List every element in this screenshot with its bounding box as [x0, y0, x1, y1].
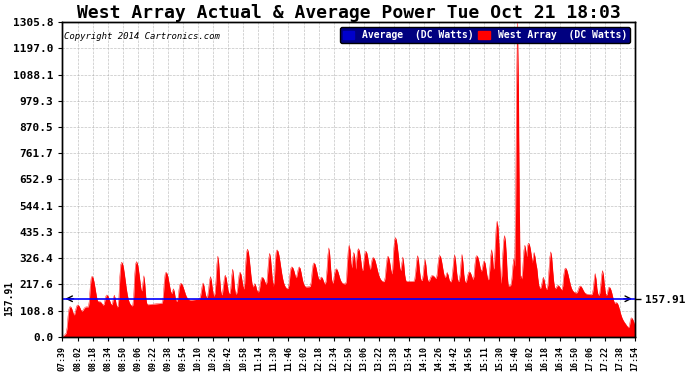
Legend: Average  (DC Watts), West Array  (DC Watts): Average (DC Watts), West Array (DC Watts… [339, 27, 630, 43]
Text: Copyright 2014 Cartronics.com: Copyright 2014 Cartronics.com [63, 32, 219, 40]
Text: 157.91: 157.91 [4, 281, 14, 316]
Title: West Array Actual & Average Power Tue Oct 21 18:03: West Array Actual & Average Power Tue Oc… [77, 4, 620, 22]
